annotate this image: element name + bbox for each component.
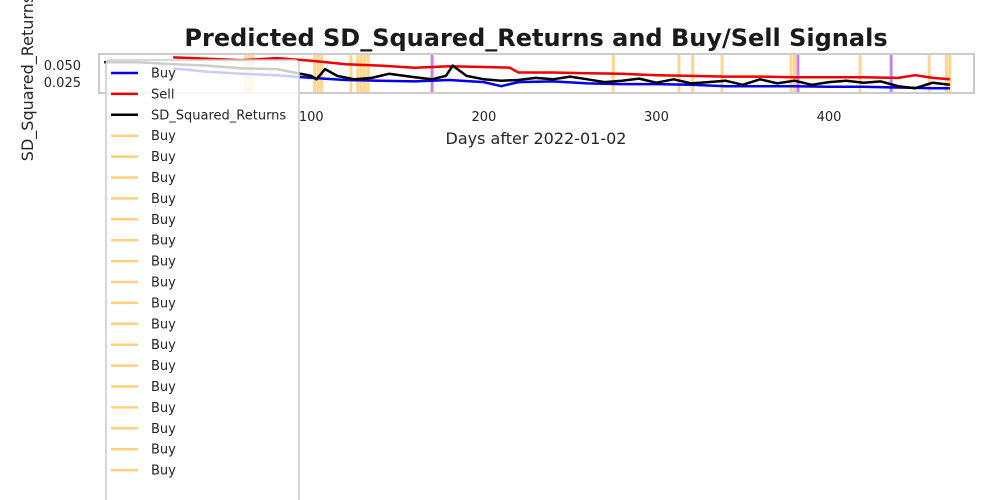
sell-signal-band-0 (430, 54, 434, 93)
buy-signal-band-16 (793, 54, 797, 93)
chart-title: Predicted SD_Squared_Returns and Buy/Sel… (184, 24, 887, 52)
buy-signal-band-9 (363, 54, 367, 93)
legend-label-12: Buy (151, 317, 176, 332)
legend-label-9: Buy (151, 255, 176, 270)
plot-frame (98, 53, 975, 94)
legend-label-8: Buy (151, 234, 176, 249)
legend-label-18: Buy (151, 443, 176, 458)
series-line-0 (173, 67, 950, 90)
legend-box (105, 59, 300, 500)
sell-signal-band-2 (889, 54, 893, 93)
legend-label-10: Buy (151, 276, 176, 291)
buy-signal-band-14 (720, 54, 724, 93)
series-line-1 (173, 56, 950, 81)
legend-label-0: Buy (151, 67, 176, 82)
series-line-2 (104, 60, 950, 90)
legend-label-6: Buy (151, 192, 176, 207)
buy-signal-band-15 (789, 54, 793, 93)
legend-label-15: Buy (151, 380, 176, 395)
buy-signal-band-19 (944, 54, 948, 93)
buy-signal-band-7 (356, 54, 360, 93)
y-axis-ticks: 0.025 0.050 (44, 59, 81, 91)
signal-bands (244, 54, 952, 93)
buy-signal-band-13 (691, 54, 695, 93)
legend-label-1: Sell (151, 87, 174, 102)
legend-label-3: Buy (151, 129, 176, 144)
buy-signal-band-10 (366, 54, 370, 93)
y-tick-label-0: 0.025 (44, 76, 81, 91)
x-tick-label-1: 200 (471, 110, 496, 125)
buy-signal-band-20 (948, 54, 952, 93)
x-axis-ticks: 100 200 300 400 (299, 110, 842, 125)
buy-signal-band-8 (359, 54, 363, 93)
buy-signal-band-4 (316, 54, 320, 93)
buy-signal-band-17 (858, 54, 862, 93)
series-lines (104, 56, 950, 90)
x-tick-label-2: 300 (644, 110, 669, 125)
sell-signal-band-1 (796, 54, 800, 93)
buy-signal-band-3 (313, 54, 317, 93)
legend-label-4: Buy (151, 150, 176, 165)
legend-label-16: Buy (151, 401, 176, 416)
buy-signal-band-12 (677, 54, 681, 93)
legend-label-7: Buy (151, 213, 176, 228)
x-tick-label-0: 100 (299, 110, 324, 125)
legend-label-13: Buy (151, 338, 176, 353)
y-axis-label: SD_Squared_Returns (18, 0, 38, 161)
legend-label-2: SD_Squared_Returns (151, 108, 286, 123)
legend-label-11: Buy (151, 296, 176, 311)
legend-label-14: Buy (151, 359, 176, 374)
buy-signal-band-6 (349, 54, 353, 93)
legend-label-17: Buy (151, 422, 176, 437)
legend-label-5: Buy (151, 171, 176, 186)
buy-signal-band-18 (927, 54, 931, 93)
x-axis-label: Days after 2022-01-02 (446, 129, 627, 148)
x-tick-label-3: 400 (817, 110, 842, 125)
legend-label-19: Buy (151, 464, 176, 479)
legend: Buy Sell SD_Squared_Returns Buy Buy Buy Buy Buy… (105, 59, 300, 500)
y-tick-label-1: 0.050 (44, 59, 81, 74)
